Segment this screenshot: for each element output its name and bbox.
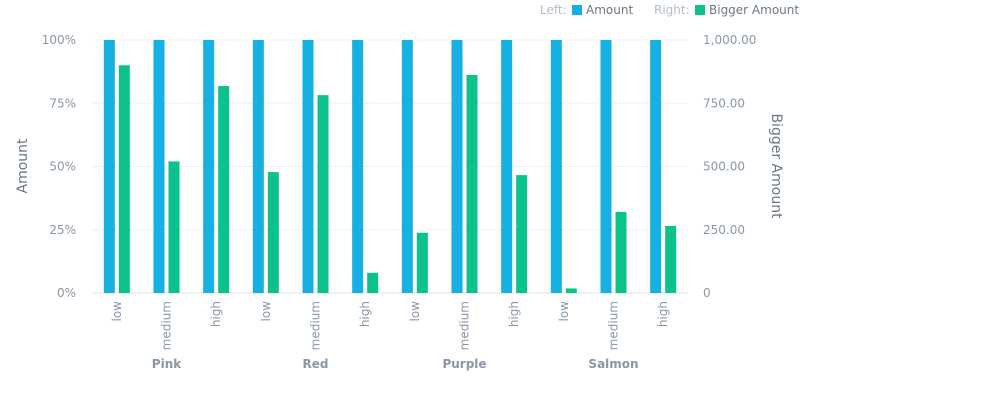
category-tick-label: medium bbox=[458, 301, 472, 350]
group-label: Salmon bbox=[588, 357, 638, 371]
bar-amount[interactable] bbox=[352, 40, 364, 293]
category-tick-label: low bbox=[408, 301, 422, 322]
category-tick-label: high bbox=[507, 301, 521, 327]
bar-bigger-amount[interactable] bbox=[665, 225, 677, 293]
category-tick-label: high bbox=[656, 301, 670, 327]
bar-bigger-amount[interactable] bbox=[367, 272, 379, 293]
left-axis-title: Amount bbox=[15, 138, 31, 194]
bar-bigger-amount[interactable] bbox=[267, 172, 279, 293]
category-tick-label: high bbox=[358, 301, 372, 327]
left-tick-label: 100% bbox=[42, 33, 76, 47]
category-tick-label: low bbox=[557, 301, 571, 322]
right-tick-label: 750.00 bbox=[703, 96, 745, 110]
bar-bigger-amount[interactable] bbox=[118, 65, 130, 293]
right-axis-title: Bigger Amount bbox=[768, 113, 784, 219]
right-tick-label: 0 bbox=[703, 286, 711, 300]
bar-amount[interactable] bbox=[302, 40, 314, 293]
bar-bigger-amount[interactable] bbox=[565, 288, 577, 293]
legend: Left: Amount Right: Bigger Amount bbox=[540, 3, 799, 17]
left-tick-label: 25% bbox=[49, 223, 76, 237]
category-tick-label: low bbox=[110, 301, 124, 322]
grid-layer bbox=[92, 39, 688, 294]
bar-amount[interactable] bbox=[103, 40, 115, 293]
legend-bigger-amount-label[interactable]: Bigger Amount bbox=[709, 3, 799, 17]
group-label: Pink bbox=[152, 357, 182, 371]
bar-bigger-amount[interactable] bbox=[168, 161, 180, 293]
legend-bigger-amount-swatch bbox=[695, 5, 705, 15]
bar-bigger-amount[interactable] bbox=[317, 95, 329, 294]
bar-amount[interactable] bbox=[600, 40, 612, 293]
category-tick-label: high bbox=[209, 301, 223, 327]
axis-layer: Amount Bigger Amount 0% 25% 50% 75% 100% 0 250… bbox=[15, 33, 784, 371]
bar-bigger-amount[interactable] bbox=[416, 232, 428, 293]
legend-amount-label[interactable]: Amount bbox=[586, 3, 633, 17]
bar-amount[interactable] bbox=[501, 40, 513, 293]
bar-layer bbox=[103, 40, 677, 294]
bar-amount[interactable] bbox=[650, 40, 662, 293]
group-label: Red bbox=[303, 357, 329, 371]
right-tick-label: 500.00 bbox=[703, 160, 745, 174]
bar-bigger-amount[interactable] bbox=[516, 175, 528, 293]
legend-left-prefix: Left: bbox=[540, 3, 567, 17]
category-tick-label: medium bbox=[160, 301, 174, 350]
left-tick-label: 75% bbox=[49, 96, 76, 110]
bar-amount[interactable] bbox=[401, 40, 413, 293]
group-label: Purple bbox=[442, 357, 486, 371]
left-tick-label: 50% bbox=[49, 160, 76, 174]
bar-bigger-amount[interactable] bbox=[615, 212, 627, 293]
category-tick-label: medium bbox=[309, 301, 323, 350]
right-tick-label: 1,000.00 bbox=[703, 33, 756, 47]
right-tick-label: 250.00 bbox=[703, 223, 745, 237]
bar-amount[interactable] bbox=[550, 40, 562, 293]
bar-amount[interactable] bbox=[252, 40, 264, 293]
left-tick-label: 0% bbox=[57, 286, 76, 300]
bar-bigger-amount[interactable] bbox=[218, 86, 230, 294]
bar-amount[interactable] bbox=[153, 40, 165, 293]
category-tick-label: medium bbox=[607, 301, 621, 350]
legend-right-prefix: Right: bbox=[654, 3, 690, 17]
category-tick-label: low bbox=[259, 301, 273, 322]
legend-amount-swatch bbox=[572, 5, 582, 15]
bar-amount[interactable] bbox=[203, 40, 215, 293]
bar-amount[interactable] bbox=[451, 40, 463, 293]
bar-bigger-amount[interactable] bbox=[466, 74, 478, 293]
